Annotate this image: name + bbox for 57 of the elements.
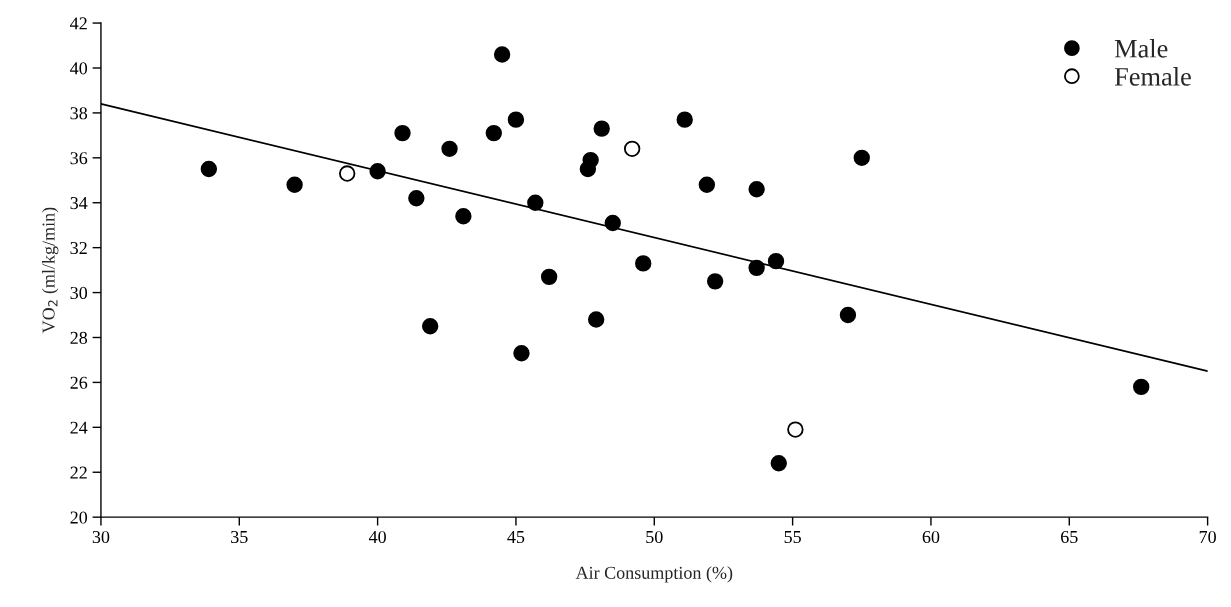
point — [839, 306, 857, 324]
legend-label: Female — [1114, 67, 1191, 86]
point — [767, 252, 785, 270]
point — [698, 176, 716, 193]
x-tick-label: 45 — [507, 531, 525, 544]
x-tick-label: 55 — [784, 531, 801, 544]
point — [623, 140, 641, 158]
point — [748, 259, 765, 277]
x-tick-label: 60 — [922, 530, 940, 544]
point — [593, 120, 610, 137]
point — [421, 318, 439, 335]
y-axis-title: VO$_{2}$ (ml/kg/min) — [41, 207, 59, 334]
y-tick-label: 38 — [70, 107, 88, 120]
point — [604, 214, 621, 232]
y-tick-label: 26 — [70, 376, 88, 389]
point — [394, 124, 411, 142]
point — [369, 163, 386, 180]
x-tick-label: 30 — [92, 530, 110, 544]
point — [485, 124, 502, 142]
point — [748, 181, 765, 198]
y-tick-label: 40 — [70, 62, 88, 75]
y-tick-label: 34 — [70, 197, 88, 210]
x-axis-title: Air Consumption (%) — [575, 566, 733, 583]
point — [527, 194, 544, 211]
point — [676, 111, 693, 128]
point — [770, 455, 787, 472]
point — [408, 190, 425, 207]
point — [587, 311, 605, 328]
x-tick-label: 65 — [1061, 530, 1078, 544]
y-tick-label: 28 — [70, 331, 88, 344]
x-tick-label: 70 — [1199, 530, 1216, 544]
point — [507, 111, 525, 128]
y-tick-label: 36 — [70, 152, 88, 165]
x-tick-label: 35 — [231, 530, 248, 544]
point — [540, 268, 558, 286]
point — [787, 421, 804, 438]
point — [338, 165, 356, 182]
point — [493, 46, 511, 63]
y-tick-label: 24 — [70, 421, 88, 434]
y-tick-label: 32 — [70, 241, 87, 255]
point — [200, 160, 218, 178]
y-tick-label: 42 — [70, 17, 87, 30]
point — [706, 273, 724, 290]
y-tick-label: 30 — [70, 286, 88, 300]
point — [286, 176, 303, 193]
point — [635, 255, 652, 272]
point — [513, 345, 530, 362]
x-tick-label: 50 — [646, 530, 663, 544]
y-tick-label: 22 — [70, 466, 87, 479]
point — [1133, 378, 1150, 396]
point — [853, 149, 870, 167]
y-tick-label: 20 — [70, 511, 88, 524]
point — [582, 151, 599, 169]
point — [441, 140, 458, 158]
point — [455, 208, 472, 225]
x-tick-label: 40 — [368, 530, 386, 544]
legend-label: Male — [1114, 39, 1168, 58]
